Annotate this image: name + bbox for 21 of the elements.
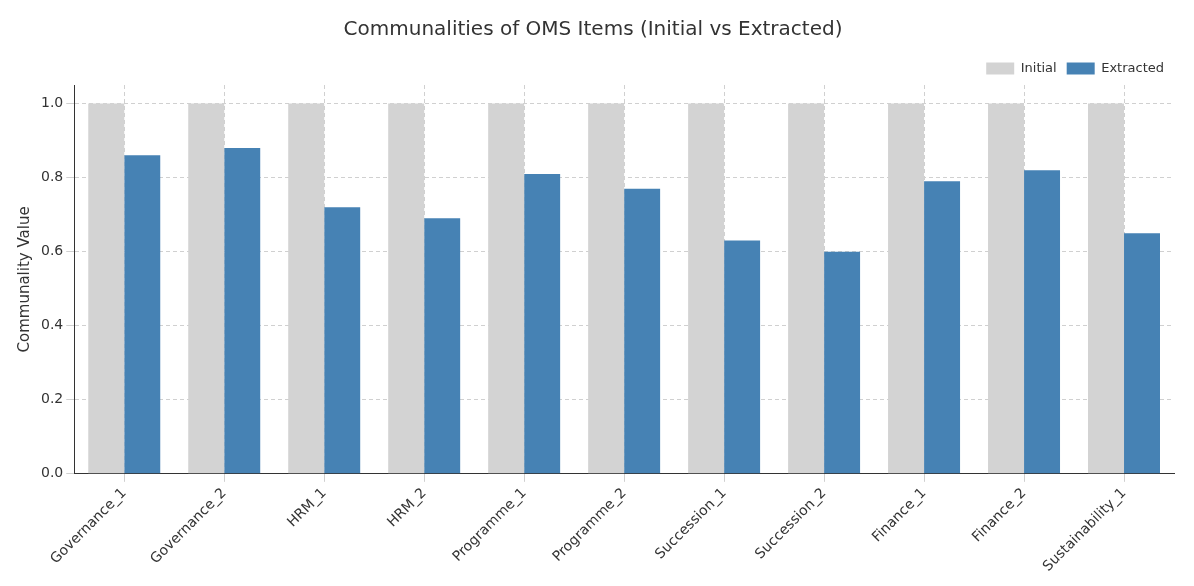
bar	[724, 240, 761, 474]
y-tick-label: 0.2	[41, 390, 64, 407]
y-tick-label: 0.8	[41, 168, 64, 185]
y-axis-title: Communality Value	[14, 206, 33, 353]
bar	[424, 218, 461, 474]
y-tick-label: 0.4	[41, 316, 64, 333]
bar	[1024, 170, 1061, 474]
bar	[924, 181, 961, 474]
bar	[624, 188, 661, 474]
chart-title: Communalities of OMS Items (Initial vs Extracted)	[343, 16, 843, 41]
bar	[824, 251, 861, 474]
bar	[124, 155, 161, 474]
bar	[1124, 233, 1160, 474]
legend-label: Extracted	[1101, 59, 1164, 75]
bar	[224, 147, 261, 474]
y-tick-label: 0.0	[41, 464, 64, 481]
bar	[324, 207, 361, 474]
legend-label: Initial	[1020, 59, 1057, 75]
y-tick-label: 1.0	[41, 94, 64, 111]
bar	[524, 173, 561, 474]
y-tick-label: 0.6	[41, 242, 64, 259]
